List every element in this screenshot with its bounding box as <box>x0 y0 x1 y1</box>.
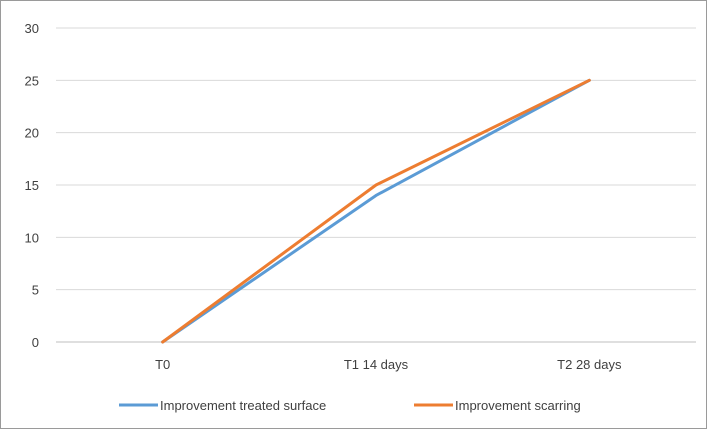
y-tick-label: 30 <box>25 21 39 36</box>
series-line-1 <box>161 78 591 344</box>
x-axis-ticks: T0 T1 14 days T2 28 days <box>155 357 622 372</box>
x-tick-label: T2 28 days <box>557 357 622 372</box>
legend-label-2: Improvement scarring <box>455 398 581 413</box>
y-tick-label: 15 <box>25 178 39 193</box>
series-lines <box>161 78 591 344</box>
y-tick-label: 25 <box>25 73 39 88</box>
legend-label-1: Improvement treated surface <box>160 398 326 413</box>
x-tick-label: T0 <box>155 357 170 372</box>
legend: Improvement treated surface Improvement s… <box>119 398 581 413</box>
y-tick-label: 0 <box>32 335 39 350</box>
y-tick-label: 20 <box>25 126 39 141</box>
x-tick-label: T1 14 days <box>344 357 409 372</box>
series-line-2 <box>161 78 591 344</box>
gridlines <box>56 27 696 343</box>
y-axis-ticks: 0 5 10 15 20 25 30 <box>25 21 39 350</box>
y-tick-label: 5 <box>32 283 39 298</box>
y-tick-label: 10 <box>25 230 39 245</box>
